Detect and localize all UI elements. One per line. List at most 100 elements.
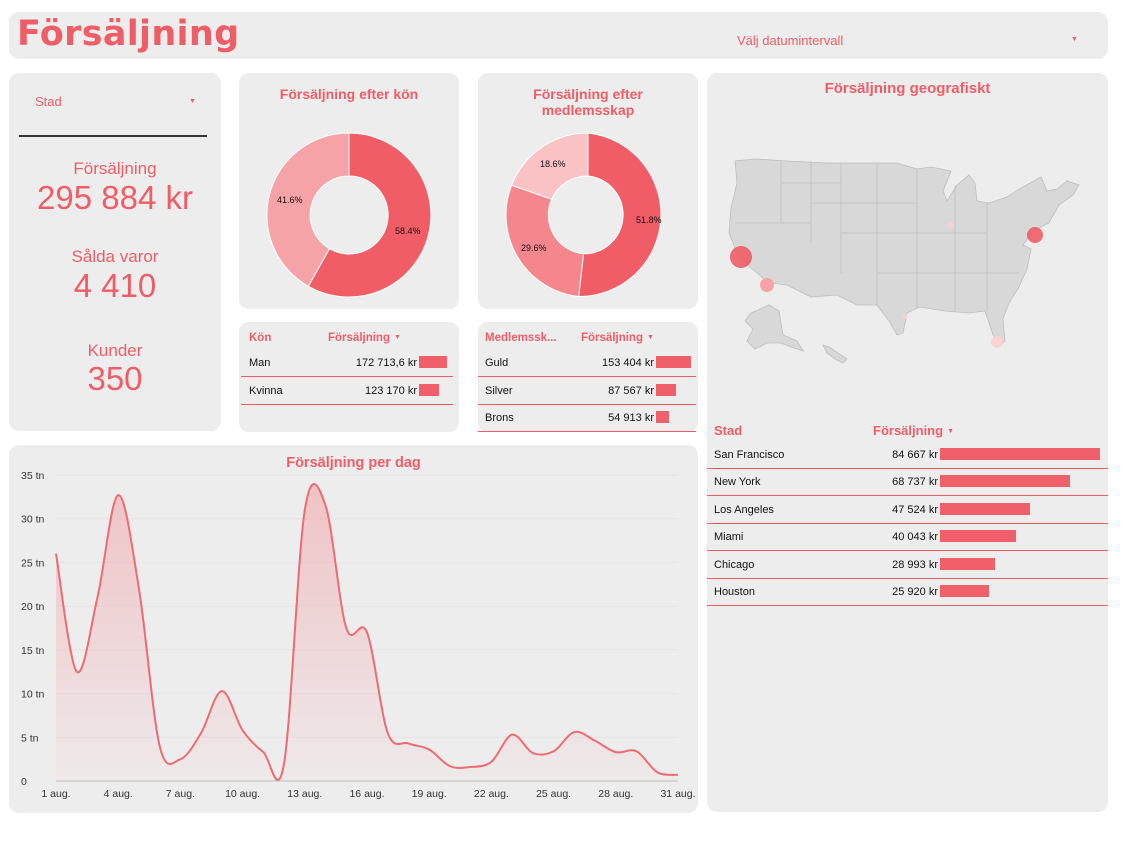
caret-down-icon[interactable]: ▼ <box>1071 36 1078 43</box>
col-header-membership[interactable]: Medlemssk... <box>485 332 557 344</box>
sales-line[interactable] <box>55 483 679 781</box>
row-label: Man <box>249 357 271 369</box>
row-bar <box>656 411 669 423</box>
table-row[interactable]: Los Angeles 47 524 kr <box>707 496 1108 524</box>
table-row[interactable]: Silver 87 567 kr <box>478 377 696 405</box>
pct-label-brons: 18.6% <box>540 159 566 169</box>
x-tick-label: 7 aug. <box>166 788 195 800</box>
kpi-sales-value: 295 884 kr <box>37 179 193 216</box>
row-bar <box>419 356 447 368</box>
donut-slice-female[interactable] <box>266 132 350 287</box>
col-header-sales-label: Försäljning <box>581 332 643 344</box>
col-header-sales-label: Försäljning <box>328 332 390 344</box>
col-header-gender[interactable]: Kön <box>249 332 272 344</box>
col-header-sales-label: Försäljning <box>873 423 944 438</box>
row-city: Los Angeles <box>714 503 774 516</box>
city-marker-los-angeles[interactable] <box>760 278 774 292</box>
row-city: San Francisco <box>714 449 785 461</box>
row-city: Miami <box>714 531 744 544</box>
member-chart-title-2: medlemsskap <box>541 102 635 118</box>
alaska-shape <box>744 304 804 352</box>
daily-sales-chart: 0 5 tn 10 tn 15 tn 20 tn 25 tn 30 tn 35 tn 1 aug… <box>21 470 696 800</box>
geo-card: Försäljning geografiskt Stad Försäljning… <box>707 73 1108 812</box>
city-marker-miami[interactable] <box>991 336 1003 348</box>
row-label: Guld <box>485 357 509 369</box>
table-row[interactable]: Houston 25 920 kr <box>707 578 1108 606</box>
city-filter-select[interactable]: Stad <box>35 94 62 109</box>
table-row[interactable]: Miami 40 043 kr <box>707 523 1108 552</box>
pct-label-guld: 51.8% <box>636 215 662 225</box>
y-tick-label: 35 tn <box>21 470 45 482</box>
gender-donut-chart: 41.6% 58.4% <box>266 132 432 298</box>
row-bar <box>940 502 1030 515</box>
kpi-card: Stad ▼ Försäljning 295 884 kr Sålda varo… <box>9 73 221 431</box>
date-range-select[interactable]: Välj datumintervall <box>737 33 844 48</box>
gender-table: Kön Försäljning ▼ Man 172 713,6 kr Kvinna… <box>239 322 459 432</box>
x-tick-label: 13 aug. <box>287 788 322 800</box>
header-bar: Försäljning Välj datumintervall ▼ <box>9 12 1108 59</box>
row-value: 172 713,6 kr <box>355 357 417 369</box>
kpi-sales-label: Försäljning <box>73 159 157 178</box>
table-row[interactable]: San Francisco 84 667 kr <box>707 441 1108 469</box>
kpi-sold-value: 4 410 <box>73 267 157 304</box>
row-bar <box>419 384 439 396</box>
member-table: Medlemssk... Försäljning ▼ Guld 153 404 k… <box>478 322 698 432</box>
table-row[interactable]: Guld 153 404 kr <box>478 349 696 377</box>
daily-sales-title: Försäljning per dag <box>286 455 421 471</box>
donut-slice-brons[interactable] <box>510 132 589 200</box>
row-bar <box>940 448 1100 460</box>
city-marker-houston[interactable] <box>902 314 908 320</box>
sort-caret-icon[interactable]: ▼ <box>646 334 654 342</box>
table-row[interactable]: Brons 54 913 kr <box>478 404 696 432</box>
y-tick-label: 5 tn <box>21 732 39 744</box>
city-marker-new-york[interactable] <box>1027 227 1043 243</box>
city-marker-chicago[interactable] <box>948 222 954 228</box>
row-value: 68 737 kr <box>892 476 938 489</box>
filter-underline <box>19 135 207 137</box>
city-marker-san-francisco[interactable] <box>730 246 752 268</box>
donut-slice-guld[interactable] <box>578 132 662 298</box>
row-bar <box>940 530 1016 543</box>
row-bar <box>940 585 989 597</box>
pct-label-silver: 29.6% <box>521 243 547 253</box>
daily-sales-card: Försäljning per dag 0 5 tn 10 tn 15 tn 20 tn… <box>9 445 698 813</box>
row-bar <box>940 557 995 570</box>
row-bar <box>656 384 676 396</box>
y-tick-label: 30 tn <box>21 514 45 526</box>
state-borders <box>735 161 1019 311</box>
col-header-sales[interactable]: Försäljning ▼ <box>328 332 401 344</box>
table-row[interactable]: Man 172 713,6 kr <box>241 349 453 377</box>
x-tick-label: 25 aug. <box>536 788 571 800</box>
kpi-customers-value: 350 <box>87 360 143 397</box>
kpi-customers-label: Kunder <box>87 341 143 360</box>
y-tick-label: 15 tn <box>21 645 45 657</box>
x-tick-label: 31 aug. <box>660 788 695 800</box>
sort-caret-icon[interactable]: ▼ <box>947 428 954 436</box>
row-bar <box>656 356 691 368</box>
row-value: 47 524 kr <box>892 503 938 516</box>
pct-label-male: 58.4% <box>395 226 421 236</box>
member-donut-card: Försäljning efter medlemsskap 18.6% 29.6… <box>478 73 698 309</box>
col-header-sales[interactable]: Försäljning ▼ <box>873 423 954 438</box>
x-tick-label: 4 aug. <box>104 788 133 800</box>
row-value: 153 404 kr <box>602 357 654 369</box>
row-city: New York <box>714 476 761 489</box>
gender-chart-title: Försäljning efter kön <box>279 86 419 102</box>
donut-slice-male[interactable] <box>307 132 432 298</box>
x-tick-label: 22 aug. <box>474 788 509 800</box>
x-tick-label: 16 aug. <box>349 788 384 800</box>
table-row[interactable]: New York 68 737 kr <box>707 468 1108 497</box>
row-bar <box>940 475 1070 488</box>
sort-caret-icon[interactable]: ▼ <box>393 334 401 342</box>
col-header-sales[interactable]: Försäljning ▼ <box>581 332 654 344</box>
member-chart-title-1: Försäljning efter <box>533 86 643 102</box>
table-row[interactable]: Kvinna 123 170 kr <box>241 377 453 405</box>
us-mainland-shape <box>728 158 1080 346</box>
kpi-sold-label: Sålda varor <box>71 247 159 266</box>
us-map[interactable] <box>707 73 1108 373</box>
caret-down-icon[interactable]: ▼ <box>189 98 196 105</box>
x-tick-label: 1 aug. <box>41 788 70 800</box>
col-header-city[interactable]: Stad <box>714 423 743 438</box>
donut-slice-silver[interactable] <box>505 184 585 298</box>
table-row[interactable]: Chicago 28 993 kr <box>707 551 1108 579</box>
